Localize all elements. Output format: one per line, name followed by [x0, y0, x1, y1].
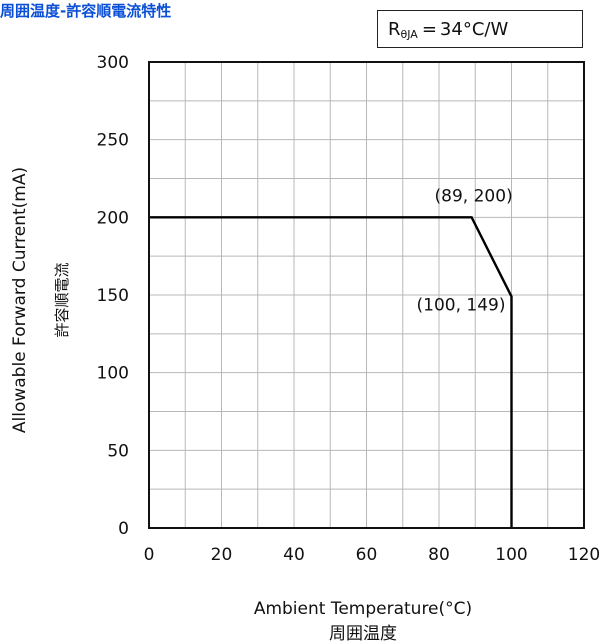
y-tick-labels: 0 50 100 150 200 250 300: [97, 53, 129, 539]
x-tick-label: 100: [495, 545, 527, 565]
x-tick-label: 20: [211, 545, 233, 565]
y-axis-sublabel: 許容順電流: [53, 262, 71, 337]
point-annotations: (89, 200) (100, 149): [417, 186, 513, 315]
legend-symbol: R: [388, 18, 401, 40]
y-tick-label: 200: [97, 208, 129, 228]
x-tick-label: 80: [428, 545, 450, 565]
y-tick-label: 150: [97, 286, 129, 306]
series-layer: [149, 216, 513, 528]
legend-symbol-subscript: θJA: [400, 27, 418, 41]
y-tick-label: 0: [118, 519, 129, 539]
x-axis-label: Ambient Temperature(°C): [254, 599, 472, 619]
x-tick-labels: 0 20 40 60 80 100 120: [144, 545, 601, 565]
x-tick-label: 120: [568, 545, 600, 565]
annotation-label: (89, 200): [435, 186, 513, 206]
series-line-0: [149, 216, 513, 528]
grid-lines: [149, 62, 584, 528]
x-tick-label: 40: [283, 545, 305, 565]
legend-value: 34°C/W: [439, 18, 509, 40]
legend-equals: =: [421, 18, 437, 40]
y-tick-label: 100: [97, 364, 129, 384]
annotation-label: (100, 149): [417, 296, 506, 316]
y-tick-label: 300: [97, 53, 129, 73]
y-tick-label: 50: [107, 441, 129, 461]
y-tick-label: 250: [97, 131, 129, 151]
chart-title: 周囲温度-許容順電流特性: [0, 2, 172, 20]
x-tick-label: 60: [356, 545, 378, 565]
plot-frame: [148, 61, 585, 529]
x-tick-label: 0: [144, 545, 155, 565]
y-axis-label: Allowable Forward Current(mA): [10, 167, 30, 433]
x-axis-sublabel: 周囲温度: [329, 624, 397, 644]
